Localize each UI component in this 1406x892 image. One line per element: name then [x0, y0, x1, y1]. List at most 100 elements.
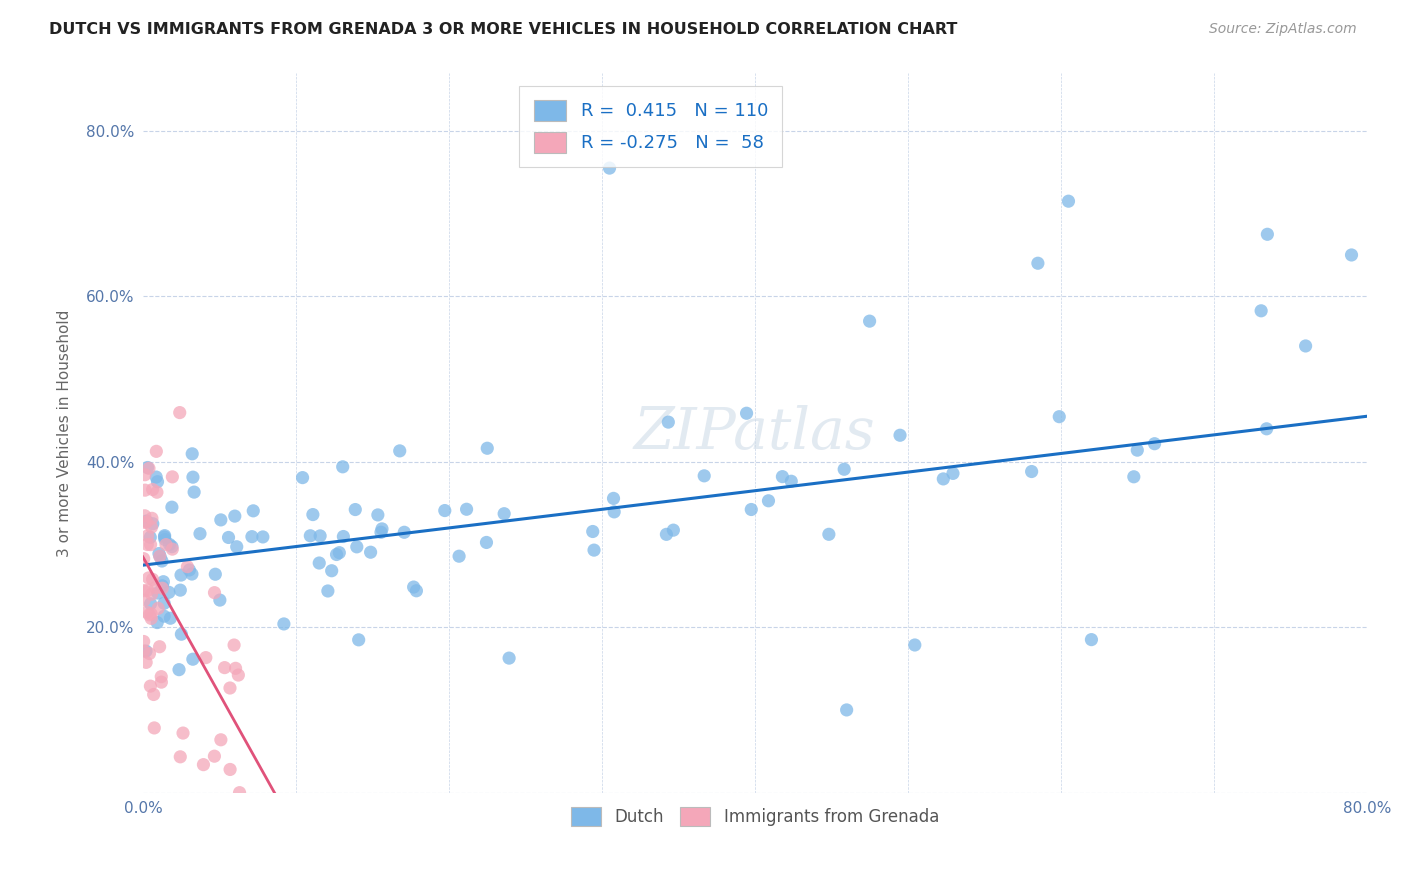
Point: [139, 530, 162, 544]
Point: [169, 583, 191, 598]
Point: [740, 502, 762, 516]
Point: [904, 638, 927, 652]
Point: [599, 161, 621, 175]
Point: [134, 508, 156, 523]
Point: [208, 593, 231, 607]
Point: [176, 559, 198, 574]
Point: [136, 605, 159, 619]
Point: [139, 538, 162, 552]
Point: [135, 515, 157, 529]
Point: [1047, 409, 1070, 424]
Point: [309, 529, 332, 543]
Point: [167, 663, 190, 677]
Point: [135, 656, 157, 670]
Point: [219, 681, 242, 695]
Point: [1021, 465, 1043, 479]
Point: [136, 460, 159, 475]
Point: [148, 547, 170, 561]
Point: [1256, 422, 1278, 436]
Point: [181, 567, 204, 582]
Point: [169, 406, 191, 420]
Point: [139, 597, 162, 611]
Point: [388, 443, 411, 458]
Point: [142, 483, 165, 497]
Point: [142, 688, 165, 702]
Point: [179, 563, 201, 577]
Point: [162, 470, 184, 484]
Point: [134, 516, 156, 530]
Point: [347, 632, 370, 647]
Text: Source: ZipAtlas.com: Source: ZipAtlas.com: [1209, 22, 1357, 37]
Point: [657, 415, 679, 429]
Point: [770, 469, 793, 483]
Point: [170, 627, 193, 641]
Point: [159, 537, 181, 551]
Point: [145, 581, 167, 595]
Point: [475, 535, 498, 549]
Point: [242, 504, 264, 518]
Point: [1256, 227, 1278, 242]
Point: [150, 579, 173, 593]
Point: [146, 485, 169, 500]
Point: [136, 529, 159, 543]
Point: [405, 583, 427, 598]
Point: [139, 679, 162, 693]
Point: [183, 485, 205, 500]
Point: [204, 585, 226, 599]
Point: [181, 470, 204, 484]
Point: [149, 549, 172, 564]
Point: [316, 584, 339, 599]
Point: [134, 467, 156, 482]
Point: [219, 763, 242, 777]
Point: [214, 660, 236, 674]
Point: [153, 533, 176, 547]
Point: [225, 661, 247, 675]
Point: [153, 609, 176, 624]
Point: [498, 651, 520, 665]
Point: [942, 467, 965, 481]
Point: [735, 406, 758, 420]
Point: [149, 640, 172, 654]
Point: [141, 611, 163, 625]
Point: [222, 638, 245, 652]
Point: [1122, 470, 1144, 484]
Point: [153, 529, 176, 543]
Point: [132, 644, 155, 658]
Point: [148, 601, 170, 615]
Point: [152, 574, 174, 589]
Point: [477, 442, 499, 456]
Point: [181, 652, 204, 666]
Point: [449, 549, 471, 564]
Point: [328, 546, 350, 560]
Point: [181, 447, 204, 461]
Point: [1250, 303, 1272, 318]
Point: [582, 524, 605, 539]
Point: [141, 607, 163, 621]
Point: [146, 586, 169, 600]
Point: [160, 540, 183, 554]
Point: [157, 585, 180, 599]
Point: [371, 522, 394, 536]
Point: [150, 554, 173, 568]
Point: [202, 749, 225, 764]
Point: [758, 493, 780, 508]
Y-axis label: 3 or more Vehicles in Household: 3 or more Vehicles in Household: [58, 310, 72, 557]
Point: [1080, 632, 1102, 647]
Point: [145, 470, 167, 484]
Point: [194, 650, 217, 665]
Point: [402, 580, 425, 594]
Point: [153, 530, 176, 544]
Point: [1295, 339, 1317, 353]
Point: [138, 461, 160, 475]
Point: [153, 596, 176, 610]
Point: [142, 572, 165, 586]
Point: [1143, 436, 1166, 450]
Point: [138, 647, 160, 661]
Point: [209, 513, 232, 527]
Point: [172, 726, 194, 740]
Point: [141, 587, 163, 601]
Point: [209, 732, 232, 747]
Point: [494, 507, 516, 521]
Point: [582, 543, 605, 558]
Text: DUTCH VS IMMIGRANTS FROM GRENADA 3 OR MORE VEHICLES IN HOUSEHOLD CORRELATION CHA: DUTCH VS IMMIGRANTS FROM GRENADA 3 OR MO…: [49, 22, 957, 37]
